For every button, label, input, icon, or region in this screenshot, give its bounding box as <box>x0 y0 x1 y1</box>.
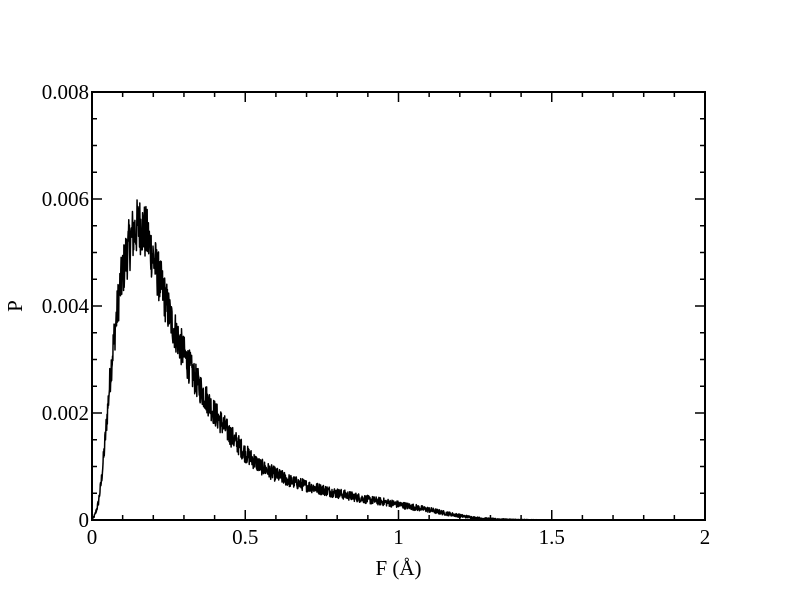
y-axis-label: P <box>3 300 27 312</box>
x-axis-label: F (Å) <box>375 556 421 580</box>
y-tick-label: 0.004 <box>42 294 90 318</box>
x-tick-label: 0.5 <box>232 525 258 549</box>
plot-frame <box>91 91 706 521</box>
y-tick-label: 0.006 <box>42 187 89 211</box>
y-tick-label: 0.002 <box>42 401 89 425</box>
y-tick-label: 0 <box>79 508 90 532</box>
tick-labels-layer: 0 0.5 1 1.5 2 0 0.002 0.004 0.006 0.008 <box>42 80 711 549</box>
x-tick-label: 2 <box>700 525 711 549</box>
x-tick-label: 1.5 <box>539 525 565 549</box>
y-tick-label: 0.008 <box>42 80 89 104</box>
x-tick-label: 0 <box>87 525 98 549</box>
x-tick-label: 1 <box>393 525 404 549</box>
